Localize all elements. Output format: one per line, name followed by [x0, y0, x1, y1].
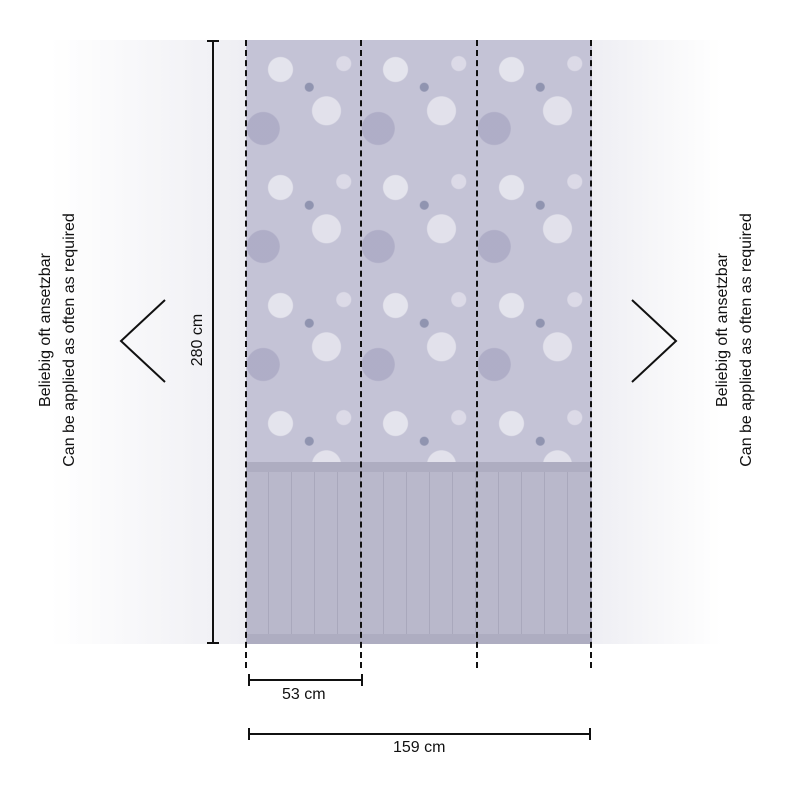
chevron-right-icon: [631, 299, 678, 383]
tick: [207, 642, 219, 644]
height-dimension-line: [212, 40, 214, 644]
tick: [248, 674, 250, 686]
panel-2-pattern: [361, 40, 477, 462]
tick: [207, 40, 219, 42]
side-note-left-de: Beliebig oft ansetzbar: [37, 253, 54, 407]
wainscot-panel: [246, 462, 592, 644]
repeat-preview-right: [592, 40, 722, 644]
panel-3-pattern: [477, 40, 592, 462]
height-label: 280 cm: [189, 313, 206, 367]
panel-1-pattern: [246, 40, 361, 462]
tick: [589, 728, 591, 740]
panel-divider: [590, 40, 592, 668]
side-note-right-en: Can be applied as often as required: [738, 213, 755, 467]
total-width-label: 159 cm: [393, 739, 446, 756]
tick: [248, 728, 250, 740]
total-width-line: [248, 733, 590, 735]
side-note-left-en: Can be applied as often as required: [61, 213, 78, 467]
chevron-left-icon: [119, 299, 166, 383]
side-note-right-de: Beliebig oft ansetzbar: [714, 253, 731, 407]
panel-width-label: 53 cm: [282, 686, 326, 703]
panel-divider: [245, 40, 247, 668]
panel-divider: [476, 40, 478, 668]
panel-divider: [360, 40, 362, 668]
panel-width-line: [248, 679, 362, 681]
tick: [361, 674, 363, 686]
